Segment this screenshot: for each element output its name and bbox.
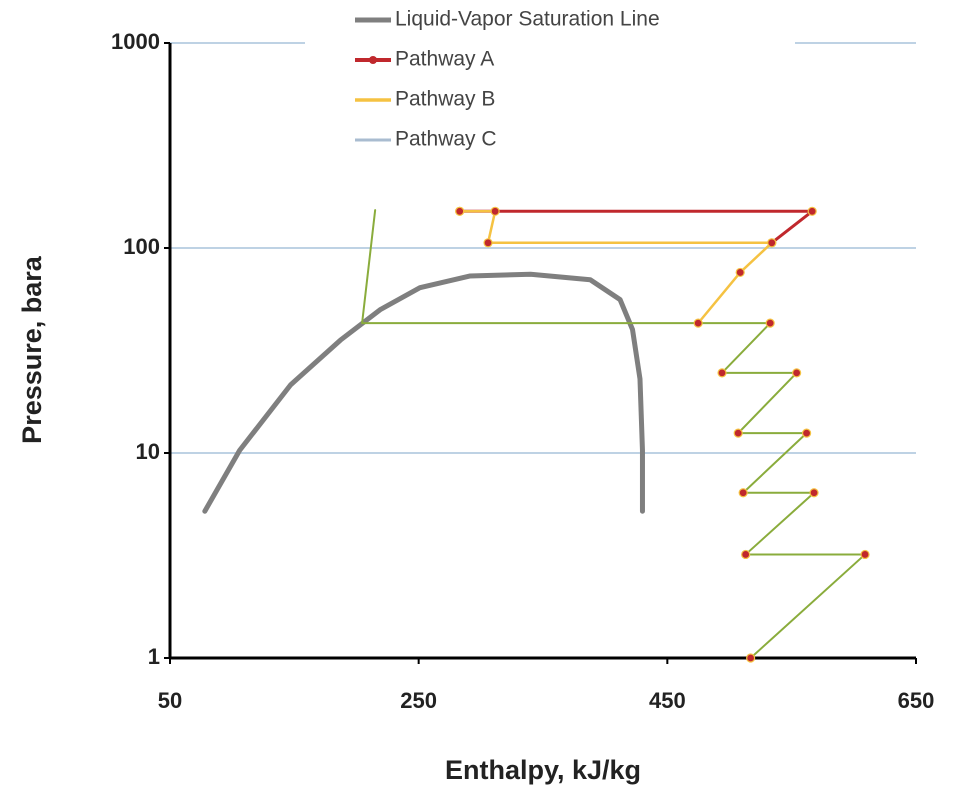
point-marker bbox=[738, 488, 748, 498]
legend-label: Liquid-Vapor Saturation Line bbox=[395, 8, 660, 31]
y-tick-label: 1000 bbox=[111, 29, 160, 54]
point-marker bbox=[735, 267, 745, 278]
x-axis-title: Enthalpy, kJ/kg bbox=[445, 755, 641, 785]
point-marker bbox=[455, 206, 465, 216]
point-marker bbox=[746, 653, 756, 663]
y-tick-label: 1 bbox=[148, 644, 160, 669]
point-marker bbox=[767, 238, 777, 248]
x-tick-label: 650 bbox=[898, 688, 935, 713]
y-tick-label: 10 bbox=[136, 439, 160, 464]
point-marker bbox=[741, 549, 751, 560]
legend-label: Pathway B bbox=[395, 88, 495, 111]
legend-label: Pathway A bbox=[395, 48, 494, 71]
point-marker bbox=[792, 368, 802, 378]
legend-label: Pathway C bbox=[395, 128, 497, 151]
point-marker bbox=[809, 488, 819, 498]
point-marker bbox=[860, 549, 870, 560]
series-line bbox=[458, 209, 814, 245]
legend-marker bbox=[369, 56, 377, 64]
point-marker bbox=[490, 206, 500, 216]
series-line bbox=[202, 271, 645, 514]
point-marker bbox=[807, 206, 817, 216]
y-axis-title: Pressure, bara bbox=[17, 255, 47, 444]
point-marker bbox=[717, 368, 727, 378]
legend-background bbox=[305, 2, 795, 162]
series-line bbox=[458, 210, 774, 325]
point-marker bbox=[483, 238, 493, 248]
point-marker bbox=[801, 428, 812, 438]
x-tick-label: 250 bbox=[400, 688, 437, 713]
point-marker bbox=[693, 318, 703, 328]
series-line bbox=[361, 209, 867, 659]
x-tick-label: 450 bbox=[649, 688, 686, 713]
y-tick-label: 100 bbox=[123, 234, 160, 259]
point-marker bbox=[733, 428, 743, 438]
x-tick-label: 50 bbox=[158, 688, 182, 713]
point-marker bbox=[765, 318, 775, 328]
